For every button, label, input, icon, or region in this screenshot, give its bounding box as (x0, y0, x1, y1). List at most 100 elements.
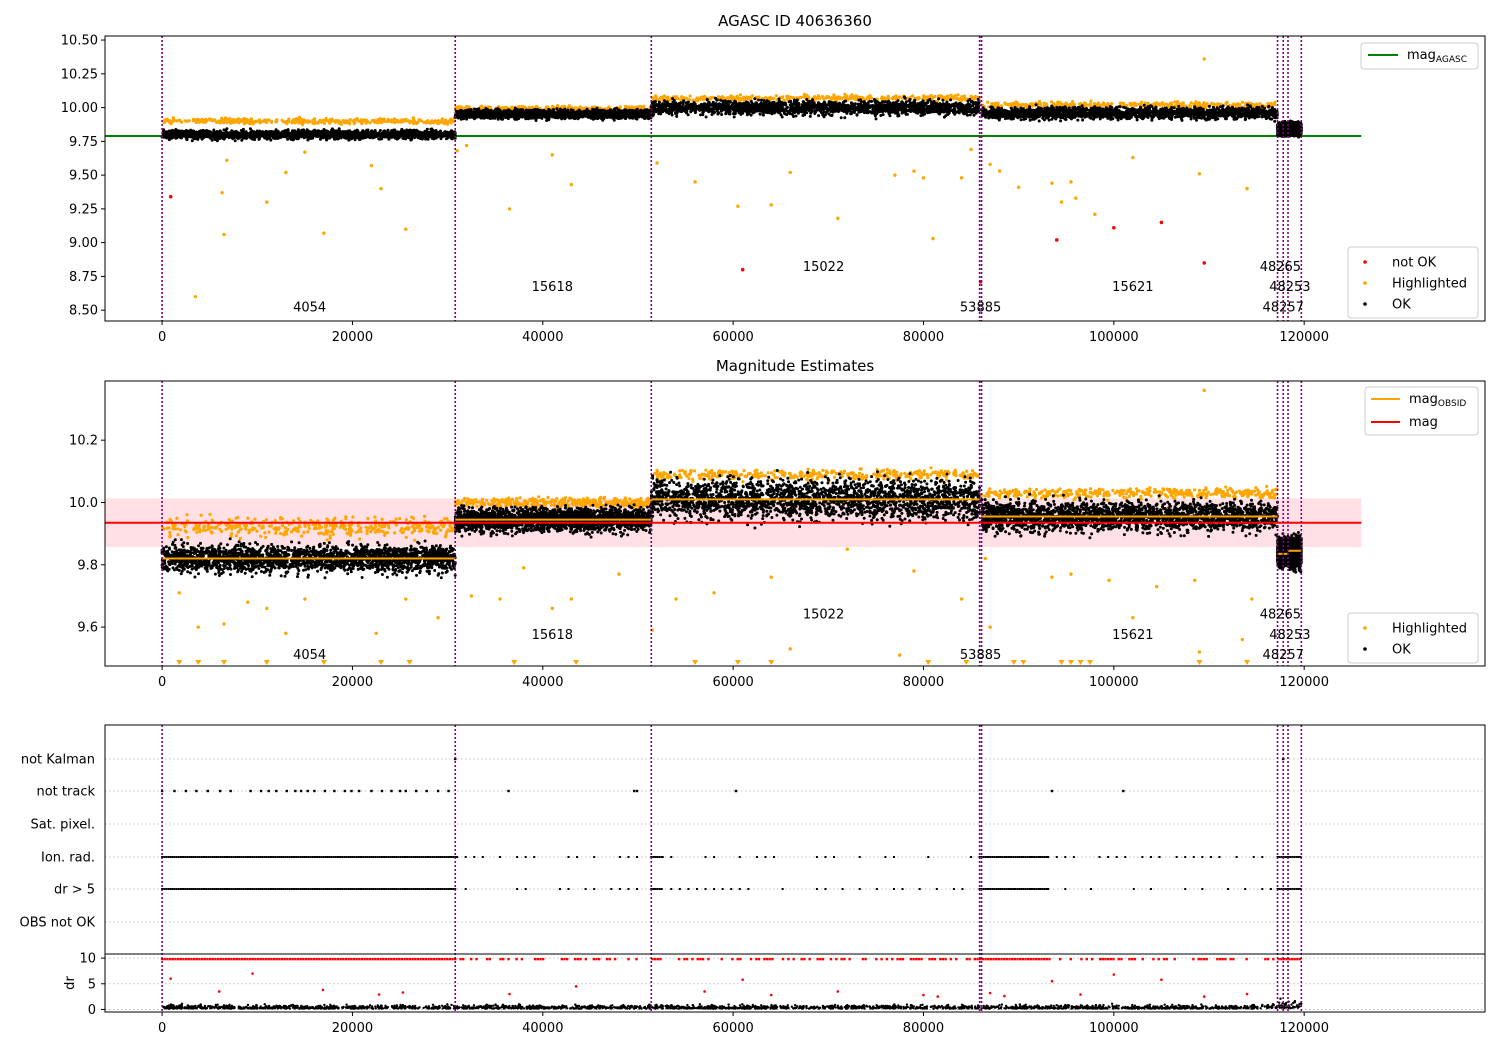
data-point (464, 105, 468, 109)
data-point (534, 104, 538, 109)
data-point (235, 136, 239, 140)
data-point (283, 129, 287, 132)
data-point (508, 111, 512, 115)
data-point (1231, 103, 1235, 107)
data-point (188, 129, 192, 133)
data-point (732, 96, 736, 100)
data-point (287, 117, 291, 121)
data-point (449, 121, 453, 125)
data-point (725, 96, 729, 100)
data-point (427, 132, 431, 136)
data-point (468, 111, 472, 115)
data-point (1189, 101, 1193, 105)
data-point (354, 131, 358, 135)
data-point (475, 112, 478, 116)
data-point (1266, 101, 1270, 105)
data-point (1049, 100, 1054, 104)
data-point (595, 106, 599, 110)
data-point (922, 94, 926, 98)
data-point (283, 133, 287, 137)
data-point (318, 119, 322, 123)
data-point (567, 113, 571, 117)
data-point (572, 111, 576, 115)
data-point (953, 94, 957, 98)
data-point (253, 138, 256, 142)
data-point (430, 127, 434, 131)
data-point (395, 118, 399, 122)
data-point (233, 139, 237, 143)
data-point (310, 133, 314, 137)
data-point (333, 130, 337, 134)
data-point (371, 136, 375, 140)
data-point (231, 131, 234, 134)
data-point (679, 98, 683, 102)
data-point (349, 132, 353, 136)
data-point (344, 131, 347, 135)
data-point (524, 114, 528, 118)
data-point (393, 117, 397, 121)
data-point (362, 118, 366, 122)
data-point (387, 137, 391, 141)
data-point (1004, 102, 1008, 106)
data-point (368, 121, 372, 125)
data-point (411, 131, 415, 135)
data-point (1136, 102, 1140, 106)
data-point (491, 112, 495, 116)
data-point (475, 114, 479, 118)
data-point (709, 96, 713, 100)
data-point (308, 136, 312, 140)
data-point (1182, 104, 1186, 108)
data-point (174, 131, 178, 135)
data-point (604, 112, 607, 116)
data-point (382, 120, 386, 124)
data-point (378, 117, 382, 121)
agasc-panel: AGASC ID 40636360 4054156181502253885156… (61, 12, 1486, 345)
data-point (949, 93, 953, 97)
data-point (378, 129, 382, 132)
data-point (446, 135, 450, 139)
data-point (342, 120, 346, 124)
data-point (935, 99, 939, 103)
data-point (893, 95, 898, 99)
data-point (1273, 100, 1277, 104)
data-point (556, 104, 560, 108)
data-point (695, 98, 699, 102)
data-point (624, 115, 628, 119)
data-point (721, 96, 726, 100)
data-point (577, 114, 581, 118)
data-point (345, 120, 349, 124)
data-point (242, 122, 246, 126)
data-point (1139, 100, 1144, 104)
data-point (1089, 99, 1093, 103)
data-point (295, 133, 299, 137)
data-point (315, 129, 319, 133)
data-point (257, 137, 261, 141)
data-point (231, 120, 235, 124)
data-point (1037, 100, 1042, 104)
data-point (196, 137, 200, 141)
data-point (336, 134, 340, 138)
data-point (746, 96, 750, 101)
data-point (739, 97, 743, 101)
data-point (302, 128, 305, 132)
data-point (400, 131, 404, 135)
data-point (441, 134, 445, 138)
data-point (891, 96, 895, 100)
data-point (951, 96, 956, 101)
data-point (743, 97, 747, 102)
data-point (566, 108, 570, 112)
data-point (200, 117, 204, 121)
data-point (294, 117, 298, 121)
data-point (933, 94, 937, 99)
data-point (403, 119, 408, 123)
data-point (586, 111, 590, 115)
data-point (1175, 100, 1180, 104)
data-point (738, 93, 743, 97)
data-point (524, 110, 528, 114)
data-point (555, 114, 558, 118)
data-point (297, 135, 301, 139)
data-point (168, 130, 172, 134)
data-point (183, 119, 187, 123)
data-point (291, 129, 294, 133)
